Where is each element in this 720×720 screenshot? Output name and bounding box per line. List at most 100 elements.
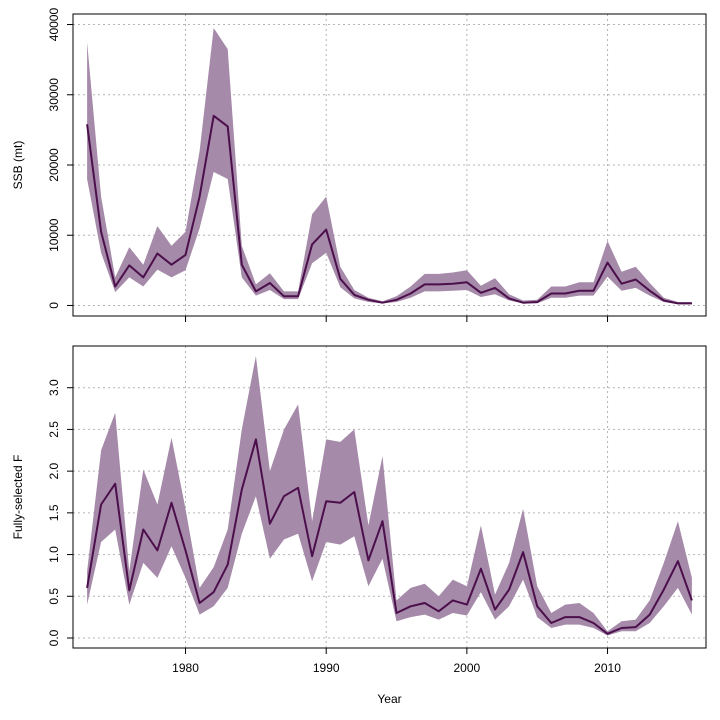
ssb-point bbox=[267, 281, 272, 286]
f-point bbox=[338, 500, 343, 505]
f-point bbox=[239, 487, 244, 492]
ssb-point bbox=[239, 262, 244, 267]
f-point bbox=[225, 562, 230, 567]
f-point bbox=[141, 527, 146, 532]
f-point bbox=[661, 587, 666, 592]
f-y-tick-label: 1.0 bbox=[47, 546, 61, 563]
ssb-confidence-band bbox=[87, 28, 692, 305]
ssb-point bbox=[225, 124, 230, 129]
f-point bbox=[127, 588, 132, 593]
f-point bbox=[436, 609, 441, 614]
ssb-point bbox=[507, 296, 512, 301]
f-point bbox=[577, 615, 582, 620]
ssb-point bbox=[577, 288, 582, 293]
f-point bbox=[507, 587, 512, 592]
f-point bbox=[267, 521, 272, 526]
f-x-tick-label: 2010 bbox=[594, 661, 621, 675]
ssb-point bbox=[99, 229, 104, 234]
ssb-point bbox=[675, 301, 680, 306]
f-y-tick-label: 2.0 bbox=[47, 462, 61, 479]
f-point bbox=[366, 558, 371, 563]
f-plot-frame bbox=[72, 345, 707, 649]
f-point bbox=[605, 631, 610, 636]
f-point bbox=[324, 499, 329, 504]
f-point bbox=[183, 548, 188, 553]
ssb-y-tick-label: 0 bbox=[47, 302, 61, 309]
ssb-point bbox=[141, 275, 146, 280]
ssb-point bbox=[366, 297, 371, 302]
f-point bbox=[99, 502, 104, 507]
f-point bbox=[563, 615, 568, 620]
f-point bbox=[647, 612, 652, 617]
ssb-y-tick-label: 40000 bbox=[47, 8, 61, 42]
ssb-point bbox=[310, 242, 315, 247]
ssb-line bbox=[86, 114, 692, 305]
ssb-point bbox=[169, 262, 174, 267]
ssb-panel: 0 10000 20000 30000 40000 SSB (mt) bbox=[11, 8, 707, 322]
f-line bbox=[86, 438, 693, 635]
ssb-point bbox=[352, 292, 357, 297]
ssb-point bbox=[113, 284, 118, 289]
f-point bbox=[549, 621, 554, 626]
f-point bbox=[422, 601, 427, 606]
f-panel: 0.0 0.5 1.0 1.5 2.0 2.5 3.0 1980 1990 2000 2010 F… bbox=[11, 345, 707, 706]
f-point bbox=[633, 625, 638, 630]
ssb-y-axis: 0 10000 20000 30000 40000 bbox=[47, 8, 73, 309]
ssb-point bbox=[563, 291, 568, 296]
x-axis-title: Year bbox=[377, 692, 401, 706]
f-x-tick-label: 1990 bbox=[313, 661, 340, 675]
f-point bbox=[85, 585, 90, 590]
f-point bbox=[464, 602, 469, 607]
ssb-point bbox=[338, 276, 343, 281]
f-x-tick-label: 2000 bbox=[454, 661, 481, 675]
f-point bbox=[197, 601, 202, 606]
f-point bbox=[535, 604, 540, 609]
ssb-point bbox=[183, 252, 188, 257]
f-point bbox=[521, 550, 526, 555]
ssb-point bbox=[619, 281, 624, 286]
ssb-point bbox=[127, 263, 132, 268]
f-point bbox=[296, 485, 301, 490]
f-point bbox=[675, 559, 680, 564]
ssb-point bbox=[661, 298, 666, 303]
f-confidence-band bbox=[87, 356, 692, 636]
f-point bbox=[282, 494, 287, 499]
ssb-point bbox=[253, 289, 258, 294]
ssb-point bbox=[450, 281, 455, 286]
f-y-tick-label: 1.5 bbox=[47, 504, 61, 521]
f-y-axis-title: Fully-selected F bbox=[11, 455, 25, 540]
f-x-tick-label: 1980 bbox=[172, 661, 199, 675]
ssb-point bbox=[211, 113, 216, 118]
f-y-tick-label: 2.5 bbox=[47, 421, 61, 438]
f-point bbox=[253, 437, 258, 442]
ssb-point bbox=[85, 122, 90, 127]
ssb-y-tick-label: 20000 bbox=[47, 148, 61, 182]
ssb-point bbox=[197, 194, 202, 199]
ssb-point bbox=[155, 251, 160, 256]
ssb-grid bbox=[73, 14, 706, 316]
ssb-point bbox=[605, 260, 610, 265]
ssb-point bbox=[282, 294, 287, 299]
ssb-point bbox=[591, 288, 596, 293]
ssb-point bbox=[535, 300, 540, 305]
f-y-tick-label: 0.5 bbox=[47, 588, 61, 605]
f-point bbox=[380, 519, 385, 524]
f-point bbox=[689, 598, 694, 603]
ssb-point bbox=[464, 280, 469, 285]
f-point bbox=[211, 590, 216, 595]
ssb-point bbox=[478, 290, 483, 295]
ssb-point bbox=[633, 277, 638, 282]
ssb-y-axis-title: SSB (mt) bbox=[11, 141, 25, 190]
f-point bbox=[408, 604, 413, 609]
f-point bbox=[310, 554, 315, 559]
ssb-point bbox=[422, 282, 427, 287]
f-point bbox=[478, 566, 483, 571]
ssb-point bbox=[647, 288, 652, 293]
f-point bbox=[493, 607, 498, 612]
f-y-tick-label: 0.0 bbox=[47, 629, 61, 646]
f-x-axis: 1980 1990 2000 2010 bbox=[172, 648, 621, 675]
ssb-point bbox=[394, 297, 399, 302]
f-y-tick-label: 3.0 bbox=[47, 379, 61, 396]
ssb-point bbox=[324, 227, 329, 232]
